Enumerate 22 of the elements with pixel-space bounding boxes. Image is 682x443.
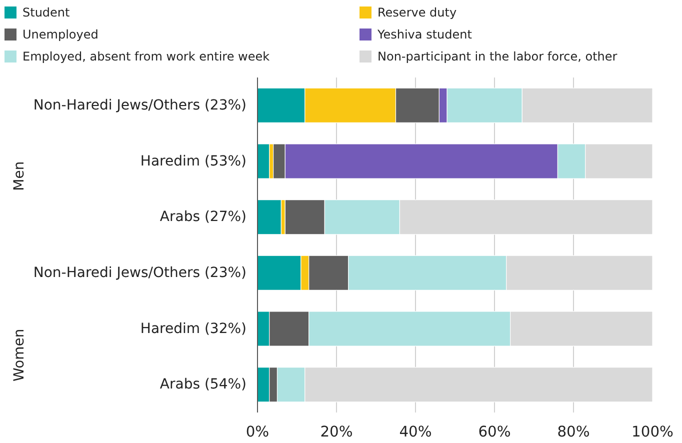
bar <box>258 199 282 235</box>
x-tick-label: 0% <box>246 424 270 440</box>
y-tick-label: Arabs (54%) <box>160 376 247 393</box>
x-tick-label: 20% <box>320 424 353 440</box>
y-tick-label: Haredim (53%) <box>140 153 247 170</box>
legend-label: Unemployed <box>22 28 98 42</box>
legend-label: Employed, absent from work entire week <box>22 50 270 64</box>
x-tick-label: 80% <box>557 424 590 440</box>
bar <box>258 144 270 179</box>
x-tick-label: 100% <box>632 424 674 440</box>
y-tick-label: Non-Haredi Jews/Others (23%) <box>33 264 247 281</box>
y-tick-label: Non-Haredi Jews/Others (23%) <box>33 97 247 114</box>
text: Women <box>12 328 28 382</box>
legend-label: Non-participant in the labor force, other <box>378 50 618 64</box>
y-tick-label: Haredim (32%) <box>140 320 247 337</box>
x-tick-label: 40% <box>399 424 432 440</box>
legend-label: Yeshiva student <box>376 28 472 42</box>
legend-label: Student <box>22 6 70 20</box>
text: Men <box>12 161 28 191</box>
x-tick-label: 60% <box>478 424 511 440</box>
legend-label: Reserve duty <box>378 6 457 20</box>
y-tick-label: Arabs (27%) <box>160 209 247 226</box>
